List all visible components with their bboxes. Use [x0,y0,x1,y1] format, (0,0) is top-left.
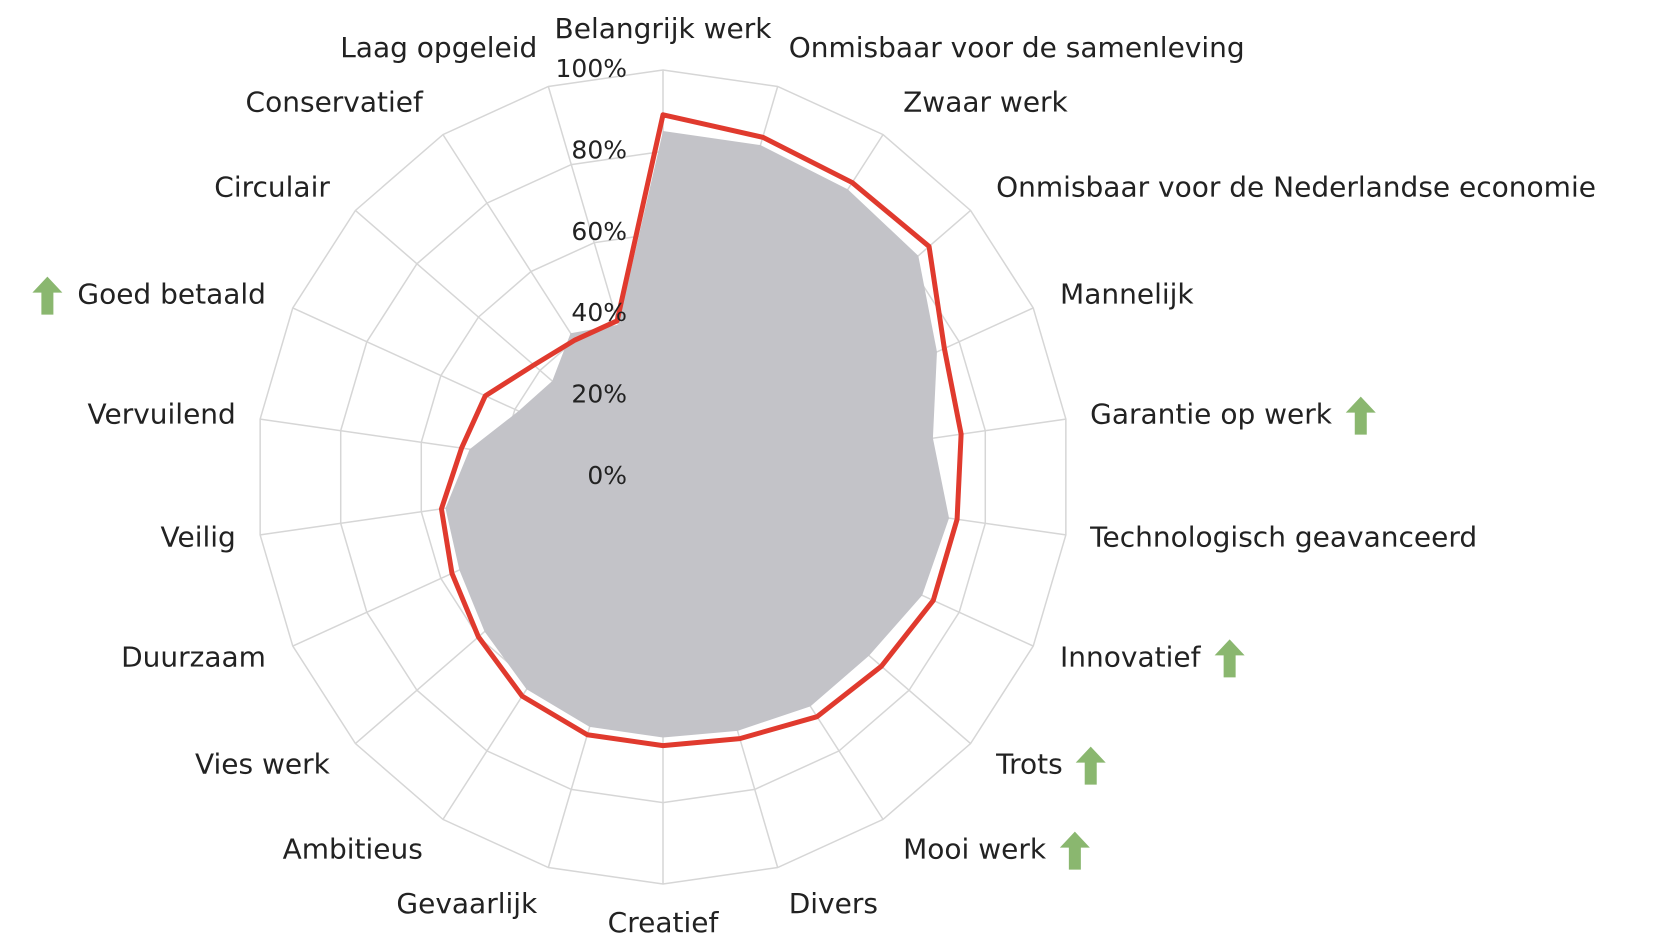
category-label: Onmisbaar voor de Nederlandse economie [996,170,1596,203]
category-label: Technologisch geavanceerd [1089,520,1477,553]
tick-label: 0% [587,461,627,490]
category-label: Laag opgeleid [340,31,537,64]
area [445,131,950,738]
up-arrow [32,276,63,315]
category-label: Gevaarlijk [396,887,538,920]
category-label: Duurzaam [121,640,266,673]
tick-label: 40% [571,298,627,327]
tick-label: 60% [571,217,627,246]
category-label: Zwaar werk [903,85,1068,118]
category-label: Belangrijk werk [555,12,773,45]
category-label: Conservatief [246,85,424,118]
category-label: Onmisbaar voor de samenleving [789,31,1245,64]
category-label: Mooi werk [903,833,1047,866]
tick-label: 80% [571,135,627,164]
category-label: Vies werk [195,748,331,781]
tick-label: 100% [556,54,627,83]
category-label: Ambitieus [283,833,423,866]
up-arrow [1345,396,1376,435]
category-label: Mannelijk [1060,278,1194,311]
category-label: Circulair [214,170,330,203]
up-arrow [1214,639,1245,678]
category-label: Goed betaald [77,278,266,311]
category-label: Divers [789,887,878,920]
line [438,112,964,749]
category-label: Innovatief [1060,640,1202,673]
tick-label: 20% [571,380,627,409]
category-label: Veilig [161,520,236,553]
category-label: Vervuilend [87,398,235,431]
up-arrow [1075,746,1106,785]
up-arrow [1059,831,1090,870]
category-label: Creatief [608,906,720,939]
category-label: Trots [995,748,1063,781]
category-label: Garantie op werk [1090,398,1333,431]
